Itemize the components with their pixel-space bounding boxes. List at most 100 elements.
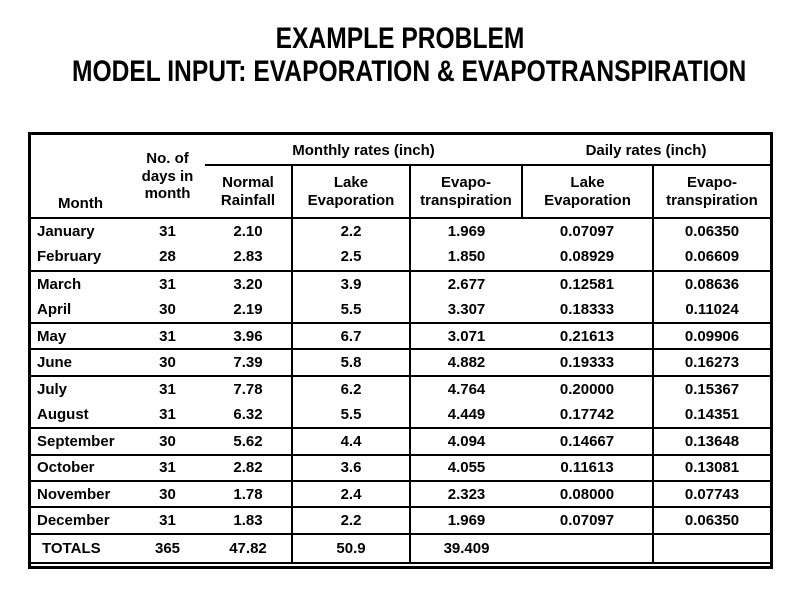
month-cell: February [31,244,130,272]
lake-evaporation-daily-cell: 0.07097 [522,507,654,535]
evapotranspiration-daily-header: Evapo- transpiration [652,165,771,219]
title-line-2: MODEL INPUT: EVAPORATION & EVAPOTRANSPIR… [72,55,747,88]
totals-row: TOTALS 365 47.82 50.9 39.409 [31,533,771,564]
evapotranspiration-daily-cell: 0.08636 [652,270,771,297]
table-footer: TOTALS 365 47.82 50.9 39.409 [31,533,771,564]
normal-rainfall-cell: 47.82 [205,533,292,564]
month-cell: March [37,275,82,293]
days-cell: 31 [130,454,205,482]
daily-rates-group-header: Daily rates (inch) [522,135,771,166]
evapotranspiration-monthly-cell: 1.969 [408,507,523,535]
lake-evaporation-daily-cell: 0.14667 [522,428,654,456]
normal-rainfall-cell: 7.39 [205,349,292,377]
normal-rainfall-cell: 6.32 [205,402,292,430]
normal-rainfall-cell: 2.83 [205,244,292,272]
month-cell: November [31,480,130,509]
evapotranspiration-monthly-cell: 1.969 [408,218,523,245]
lake-evaporation-monthly-cell: 6.2 [291,375,410,403]
normal-rainfall-cell: 3.96 [205,323,292,351]
slide-title: EXAMPLE PROBLEM MODEL INPUT: EVAPORATION… [0,22,800,88]
month-cell: August [31,402,130,430]
evapotranspiration-daily-cell: 0.13648 [652,428,771,456]
table-row: March 31 3.20 3.9 2.677 0.12581 0.08636 [31,270,771,297]
days-cell: 31 [159,223,176,241]
table-row: April 30 2.19 5.5 3.307 0.18333 0.11024 [31,296,771,325]
evapotranspiration-monthly-cell: 4.449 [408,402,523,430]
normal-rainfall-cell: 2.10 [233,223,263,241]
days-cell: 30 [130,480,205,509]
days-cell: 31 [130,507,205,535]
lake-evaporation-daily-cell: 0.19333 [522,349,654,377]
lake-evaporation-monthly-cell: 6.7 [291,323,410,351]
table-row: August 31 6.32 5.5 4.449 0.17742 0.14351 [31,402,771,430]
table-row: July 31 7.78 6.2 4.764 0.20000 0.15367 [31,375,771,403]
month-cell: May [31,323,130,351]
normal-rainfall-cell: 7.78 [233,380,263,398]
evapotranspiration-daily-cell: 0.16273 [652,349,771,377]
evapotranspiration-daily-cell [652,533,771,564]
evapotranspiration-daily-cell: 0.11024 [652,296,771,325]
evapotranspiration-daily-cell: 0.06609 [652,244,771,272]
month-cell: September [31,428,130,456]
group-header-row: Month No. of days in month Monthly rates… [31,135,771,219]
table-row: February 28 2.83 2.5 1.850 0.08929 0.06609 [31,244,771,272]
lake-evaporation-monthly-cell: 5.8 [291,349,410,377]
evapotranspiration-monthly-cell: 4.094 [408,428,523,456]
evapotranspiration-monthly-cell: 4.882 [408,349,523,377]
normal-rainfall-cell: 3.20 [233,275,263,293]
days-cell: 31 [130,323,205,351]
days-column-header: No. of days in month [130,135,205,219]
lake-evaporation-daily-cell: 0.20000 [559,380,615,398]
lake-evaporation-monthly-cell: 4.4 [291,428,410,456]
evapotranspiration-daily-cell: 0.14351 [652,402,771,430]
evapotranspiration-daily-cell: 0.15367 [652,375,771,403]
normal-rainfall-cell: 2.82 [205,454,292,482]
days-cell: 30 [130,428,205,456]
lake-evaporation-monthly-cell: 2.4 [291,480,410,509]
lake-evaporation-daily-cell: 0.21613 [522,323,654,351]
days-cell: 31 [130,402,205,430]
lake-evaporation-daily-cell [522,533,654,564]
evapotranspiration-monthly-cell: 3.071 [408,323,523,351]
lake-evaporation-monthly-cell: 5.5 [291,402,410,430]
month-cell: October [31,454,130,482]
table-row: December 31 1.83 2.2 1.969 0.07097 0.06350 [31,507,771,535]
evapotranspiration-daily-cell: 0.06350 [652,507,771,535]
month-cell: January [37,223,95,241]
evapotranspiration-daily-cell: 0.09906 [652,323,771,351]
days-cell: 31 [159,275,176,293]
month-cell: April [31,296,130,325]
days-cell: 30 [130,349,205,377]
totals-label-cell: TOTALS [31,533,130,564]
month-cell: June [31,349,130,377]
normal-rainfall-header: Normal Rainfall [205,165,292,219]
lake-evaporation-daily-cell: 0.11613 [522,454,654,482]
lake-evaporation-daily-cell: 0.12581 [559,275,615,293]
lake-evaporation-daily-cell: 0.17742 [522,402,654,430]
normal-rainfall-cell: 1.78 [205,480,292,509]
evapotranspiration-monthly-cell: 2.677 [408,270,523,297]
evaporation-table: Month No. of days in month Monthly rates… [31,135,771,564]
days-cell: 365 [130,533,205,564]
lake-evaporation-daily-header: Lake Evaporation [521,165,654,219]
month-cell: December [31,507,130,535]
lake-evaporation-monthly-cell: 50.9 [291,533,410,564]
table-row: October 31 2.82 3.6 4.055 0.11613 0.13081 [31,454,771,482]
table-row: June 30 7.39 5.8 4.882 0.19333 0.16273 [31,349,771,377]
table-row: May 31 3.96 6.7 3.071 0.21613 0.09906 [31,323,771,351]
lake-evaporation-monthly-cell: 3.6 [291,454,410,482]
normal-rainfall-cell: 2.19 [205,296,292,325]
evapotranspiration-monthly-cell: 2.323 [408,480,523,509]
normal-rainfall-cell: 5.62 [205,428,292,456]
evapotranspiration-monthly-cell: 4.055 [408,454,523,482]
table-body: January 31 2.10 2.2 1.969 0.07097 0.06350 Febru… [31,218,771,535]
days-cell: 31 [159,380,176,398]
table-row: January 31 2.10 2.2 1.969 0.07097 0.06350 [31,218,771,245]
title-line-1: EXAMPLE PROBLEM [275,22,525,55]
evapotranspiration-daily-cell: 0.13081 [652,454,771,482]
evapotranspiration-monthly-cell: 4.764 [408,375,523,403]
lake-evaporation-daily-cell: 0.08929 [522,244,654,272]
table-row: November 30 1.78 2.4 2.323 0.08000 0.07743 [31,480,771,509]
evapotranspiration-monthly-header: Evapo- transpiration [408,165,523,219]
